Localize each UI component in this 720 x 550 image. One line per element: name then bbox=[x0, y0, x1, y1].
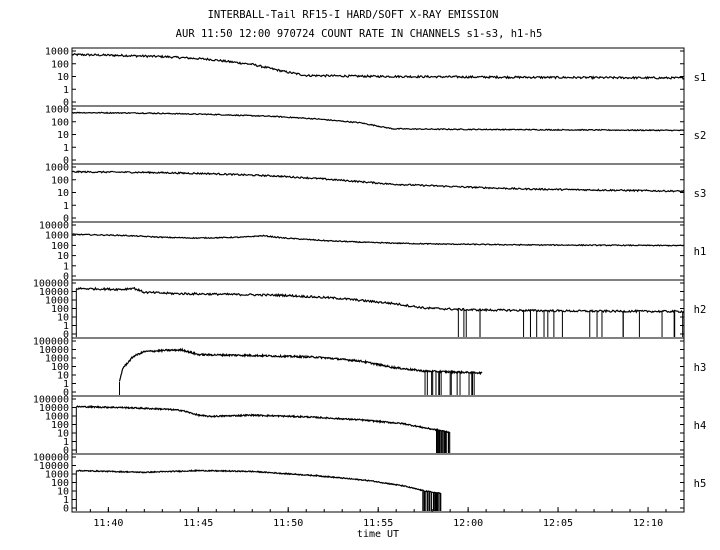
panel-label-s2: s2 bbox=[694, 130, 707, 142]
y-tick-label: 1 bbox=[63, 321, 69, 332]
y-tick-label: 10000 bbox=[39, 345, 69, 356]
y-tick-label: 1000 bbox=[45, 412, 69, 423]
x-tick-label: 12:00 bbox=[453, 518, 483, 529]
y-tick-label: 10000 bbox=[39, 221, 69, 232]
y-tick-label: 10 bbox=[57, 251, 69, 262]
y-tick-label: 10 bbox=[57, 429, 69, 440]
panel-label-s1: s1 bbox=[694, 72, 707, 84]
panel-frame bbox=[71, 105, 685, 165]
y-tick-label: 100 bbox=[51, 478, 69, 489]
y-tick-label: 0 bbox=[63, 388, 69, 399]
series-line-s2 bbox=[72, 111, 685, 132]
y-tick-label: 10 bbox=[57, 487, 69, 498]
y-tick-label: 1000 bbox=[45, 231, 69, 242]
y-tick-label: 1 bbox=[63, 261, 69, 272]
panel-frame bbox=[71, 337, 685, 397]
y-tick-label: 10 bbox=[57, 188, 69, 199]
y-tick-label: 10 bbox=[57, 313, 69, 324]
panel-label-h1: h1 bbox=[694, 246, 707, 258]
y-tick-label: 100 bbox=[51, 304, 69, 315]
panels-group: 10001001010s110001001010s210001001010s31… bbox=[33, 47, 706, 515]
panel-label-h5: h5 bbox=[694, 478, 707, 490]
panel-frame bbox=[71, 221, 685, 281]
panel-label-h2: h2 bbox=[694, 304, 707, 316]
y-tick-label: 1 bbox=[63, 85, 69, 96]
y-tick-label: 100 bbox=[51, 59, 69, 70]
y-tick-label: 100 bbox=[51, 420, 69, 431]
panel-label-s3: s3 bbox=[694, 188, 707, 200]
y-tick-label: 0 bbox=[63, 98, 69, 109]
y-tick-label: 1 bbox=[63, 495, 69, 506]
y-tick-label: 1000 bbox=[45, 163, 69, 174]
panel-frame bbox=[71, 453, 685, 513]
y-tick-label: 0 bbox=[63, 446, 69, 457]
y-tick-label: 100000 bbox=[33, 453, 69, 464]
series-line-h1 bbox=[71, 233, 685, 247]
panel-label-h3: h3 bbox=[694, 362, 707, 374]
y-tick-label: 10000 bbox=[39, 287, 69, 298]
y-tick-label: 10000 bbox=[39, 403, 69, 414]
x-tick-label: 11:50 bbox=[273, 518, 303, 529]
y-tick-label: 1 bbox=[63, 379, 69, 390]
series-line-h4 bbox=[76, 404, 451, 434]
series-line-h2 bbox=[75, 286, 685, 314]
series-line-s3 bbox=[71, 170, 685, 193]
y-tick-label: 100 bbox=[51, 117, 69, 128]
y-tick-label: 10 bbox=[57, 371, 69, 382]
series-line-h3 bbox=[118, 347, 483, 382]
y-tick-label: 100000 bbox=[33, 279, 69, 290]
y-tick-label: 10 bbox=[57, 72, 69, 83]
y-tick-label: 100 bbox=[51, 362, 69, 373]
y-tick-label: 1 bbox=[63, 201, 69, 212]
panel-frame bbox=[71, 395, 685, 455]
y-tick-label: 100 bbox=[51, 241, 69, 252]
y-tick-label: 1000 bbox=[45, 470, 69, 481]
y-tick-label: 0 bbox=[63, 214, 69, 225]
y-tick-label: 1000 bbox=[45, 105, 69, 116]
y-tick-label: 0 bbox=[63, 272, 69, 283]
panel-label-h4: h4 bbox=[694, 420, 707, 432]
y-tick-label: 0 bbox=[63, 330, 69, 341]
y-tick-label: 10 bbox=[57, 130, 69, 141]
y-tick-label: 1 bbox=[63, 437, 69, 448]
y-tick-label: 1000 bbox=[45, 354, 69, 365]
series-line-h5 bbox=[75, 469, 442, 495]
y-tick-label: 10000 bbox=[39, 461, 69, 472]
y-tick-label: 100 bbox=[51, 175, 69, 186]
y-tick-label: 100000 bbox=[33, 395, 69, 406]
x-tick-label: 11:45 bbox=[183, 518, 213, 529]
y-tick-label: 0 bbox=[63, 504, 69, 515]
panel-frame bbox=[71, 279, 685, 339]
x-tick-label: 11:55 bbox=[363, 518, 393, 529]
x-axis: 11:40 11:45 11:50 11:55 12:00 12:05 12:10 bbox=[89, 507, 685, 529]
x-tick-label: 12:05 bbox=[543, 518, 573, 529]
y-tick-label: 1000 bbox=[45, 296, 69, 307]
x-tick-label: 11:40 bbox=[93, 518, 123, 529]
chart-title-line2: AUR 11:50 12:00 970724 COUNT RATE IN CHA… bbox=[176, 28, 543, 40]
x-tick-label: 12:10 bbox=[633, 518, 663, 529]
x-axis-label: time UT bbox=[357, 529, 399, 540]
y-tick-label: 1000 bbox=[45, 47, 69, 58]
y-tick-label: 1 bbox=[63, 143, 69, 154]
y-tick-label: 100000 bbox=[33, 337, 69, 348]
y-tick-label: 0 bbox=[63, 156, 69, 167]
chart-title-line1: INTERBALL-Tail RF15-I HARD/SOFT X-RAY EM… bbox=[208, 9, 499, 21]
series-line-s1 bbox=[71, 52, 684, 81]
